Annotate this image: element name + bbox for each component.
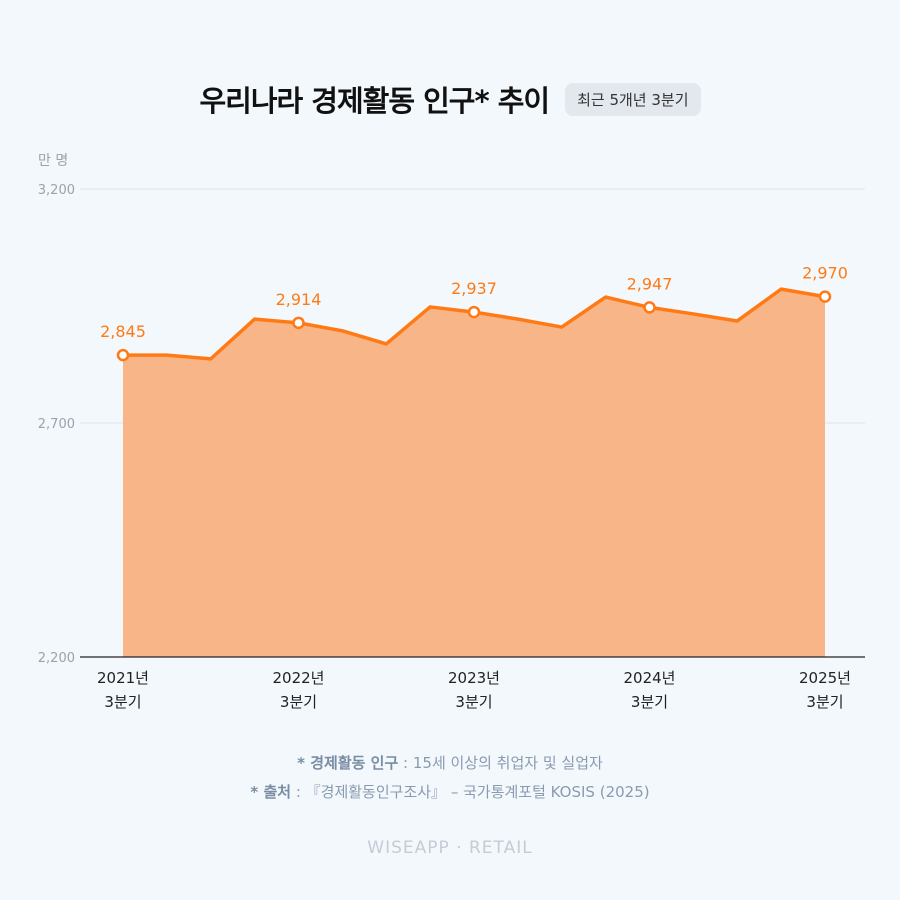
period-badge: 최근 5개년 3분기 bbox=[565, 82, 701, 116]
x-tick-label: 2025년 bbox=[799, 669, 851, 687]
footnote-def-text: : 15세 이상의 취업자 및 실업자 bbox=[398, 754, 603, 772]
data-point-marker bbox=[467, 305, 481, 319]
x-tick-label: 3분기 bbox=[631, 693, 668, 711]
area-fill bbox=[123, 289, 825, 657]
x-tick-label: 3분기 bbox=[806, 693, 843, 711]
data-label: 2,947 bbox=[627, 274, 673, 293]
data-point-marker bbox=[643, 301, 656, 314]
data-label: 2,914 bbox=[276, 290, 322, 309]
y-tick-label: 2,200 bbox=[38, 651, 75, 666]
data-label: 2,937 bbox=[451, 279, 497, 298]
footnote-definition: * 경제활동 인구 : 15세 이상의 취업자 및 실업자 bbox=[0, 752, 900, 773]
x-tick-label: 3분기 bbox=[280, 693, 317, 711]
x-tick-label: 2023년 bbox=[448, 669, 500, 687]
brand-logo: WISEAPP · RETAIL bbox=[367, 838, 533, 858]
title-row: 우리나라 경제활동 인구* 추이 최근 5개년 3분기 bbox=[0, 78, 900, 120]
x-tick-label: 3분기 bbox=[104, 693, 141, 711]
footnote-src-text: : 『경제활동인구조사』 – 국가통계포털 KOSIS (2025) bbox=[291, 783, 650, 801]
data-label: 2,845 bbox=[100, 322, 146, 341]
data-label: 2,970 bbox=[802, 264, 848, 283]
data-point-marker bbox=[818, 290, 832, 303]
x-tick-label: 2024년 bbox=[624, 669, 676, 687]
footnote-source: * 출처 : 『경제활동인구조사』 – 국가통계포털 KOSIS (2025) bbox=[0, 781, 900, 802]
y-tick-label: 2,700 bbox=[38, 417, 75, 432]
footnote-src-key: * 출처 bbox=[250, 783, 292, 801]
y-tick-label: 3,200 bbox=[38, 183, 75, 198]
footnote-def-key: * 경제활동 인구 bbox=[297, 754, 399, 772]
chart-title: 우리나라 경제활동 인구* 추이 bbox=[199, 84, 550, 118]
x-tick-label: 2021년 bbox=[97, 669, 149, 687]
data-point-marker bbox=[292, 316, 305, 330]
area-chart: 2,200 2,700 3,200 2,845 2021년 3분기 2,914 2022년 3분… bbox=[38, 183, 865, 711]
x-tick-label: 3분기 bbox=[455, 693, 492, 711]
x-tick-label: 2022년 bbox=[273, 669, 325, 687]
y-axis-unit: 만 명 bbox=[38, 153, 69, 169]
data-point-marker bbox=[116, 348, 130, 362]
